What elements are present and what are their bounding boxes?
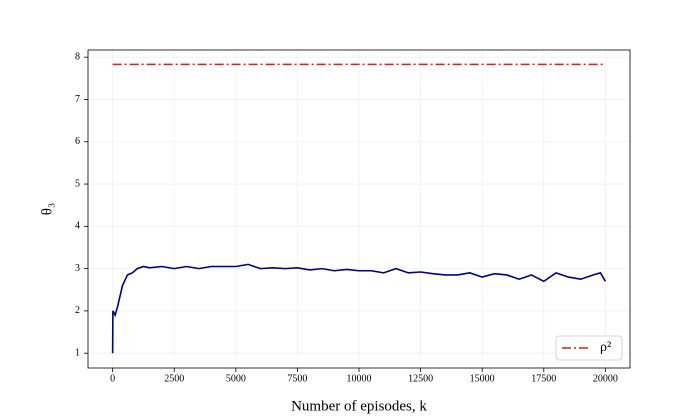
plot-frame	[87, 49, 631, 369]
y-tick-label: 1	[75, 347, 80, 358]
y-tick-label: 7	[75, 94, 80, 105]
y-tick-label: 8	[75, 51, 80, 62]
x-tick-label: 10000	[347, 373, 372, 384]
y-axis-label: θ₃	[39, 203, 55, 215]
legend-box	[555, 335, 623, 361]
x-tick-label: 0	[110, 373, 115, 384]
x-tick-label: 2500	[164, 373, 184, 384]
x-tick-label: 12500	[408, 373, 433, 384]
x-tick-label: 5000	[226, 373, 246, 384]
x-tick-label: 17500	[531, 373, 556, 384]
y-tick-label: 3	[75, 263, 80, 274]
x-tick-label: 20000	[593, 373, 618, 384]
x-tick-label: 7500	[287, 373, 307, 384]
y-tick-label: 4	[75, 221, 80, 232]
legend-label: ρ²	[600, 340, 611, 355]
y-tick-label: 5	[75, 178, 80, 189]
x-tick-label: 15000	[470, 373, 495, 384]
y-tick-label: 6	[75, 136, 80, 147]
x-axis-label: Number of episodes, k	[291, 398, 427, 414]
y-tick-label: 2	[75, 305, 80, 316]
series-line	[111, 263, 607, 354]
